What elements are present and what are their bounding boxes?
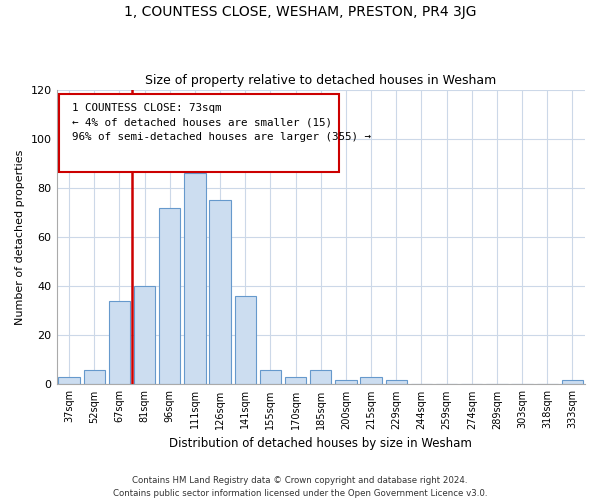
Bar <box>134 286 155 384</box>
Bar <box>159 208 181 384</box>
Bar <box>310 370 331 384</box>
Bar <box>58 377 80 384</box>
Bar <box>285 377 307 384</box>
Bar <box>109 301 130 384</box>
Bar <box>562 380 583 384</box>
FancyBboxPatch shape <box>59 94 339 172</box>
X-axis label: Distribution of detached houses by size in Wesham: Distribution of detached houses by size … <box>169 437 472 450</box>
Y-axis label: Number of detached properties: Number of detached properties <box>15 150 25 324</box>
Bar <box>335 380 356 384</box>
Bar <box>209 200 231 384</box>
Text: 1 COUNTESS CLOSE: 73sqm
← 4% of detached houses are smaller (15)
96% of semi-det: 1 COUNTESS CLOSE: 73sqm ← 4% of detached… <box>73 103 371 142</box>
Bar <box>386 380 407 384</box>
Bar <box>83 370 105 384</box>
Bar <box>260 370 281 384</box>
Bar <box>361 377 382 384</box>
Title: Size of property relative to detached houses in Wesham: Size of property relative to detached ho… <box>145 74 496 87</box>
Text: Contains HM Land Registry data © Crown copyright and database right 2024.
Contai: Contains HM Land Registry data © Crown c… <box>113 476 487 498</box>
Text: 1, COUNTESS CLOSE, WESHAM, PRESTON, PR4 3JG: 1, COUNTESS CLOSE, WESHAM, PRESTON, PR4 … <box>124 5 476 19</box>
Bar <box>235 296 256 384</box>
Bar <box>184 173 206 384</box>
